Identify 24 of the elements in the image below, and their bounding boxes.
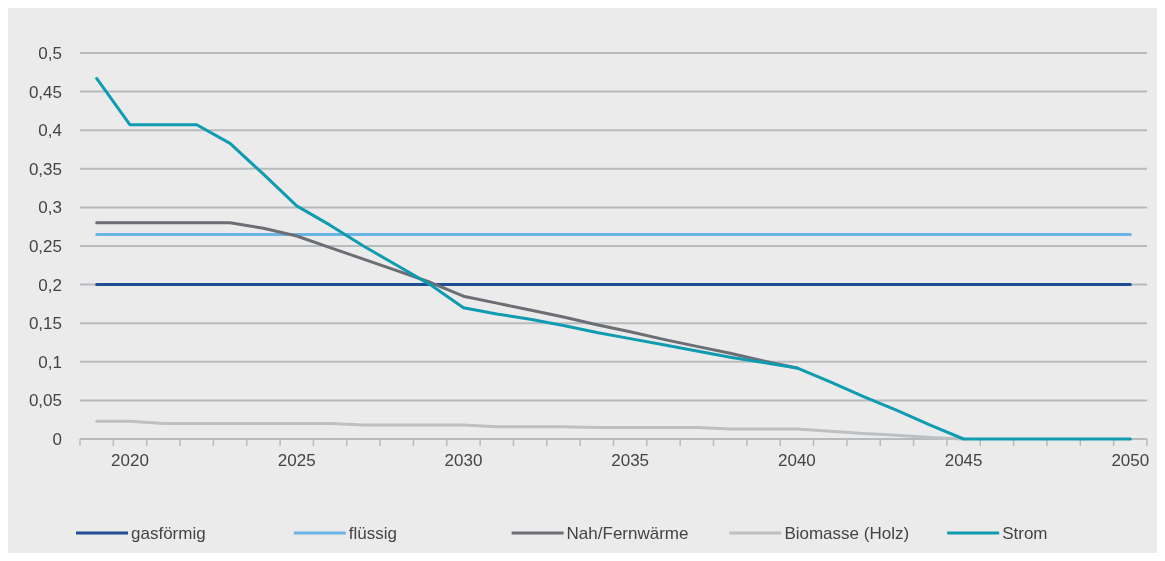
- x-tick-label: 2045: [944, 451, 983, 470]
- legend-label: gasförmig: [131, 524, 206, 543]
- y-tick-label: 0,4: [38, 121, 62, 141]
- y-tick-label: 0,1: [38, 352, 62, 372]
- x-tick-label: 2025: [277, 451, 316, 470]
- x-tick-label: 2050: [1111, 451, 1150, 470]
- legend-label: Strom: [1002, 524, 1048, 543]
- legend-label: Nah/Fernwärme: [566, 524, 689, 543]
- y-tick-label: 0: [52, 430, 62, 449]
- y-tick-label: 0,3: [38, 198, 62, 218]
- y-tick-label: 0,25: [28, 237, 62, 256]
- x-tick-label: 2040: [777, 451, 816, 470]
- legend-label: Biomasse (Holz): [784, 524, 910, 543]
- x-tick-label: 2030: [444, 451, 483, 470]
- x-tick-label: 2035: [611, 451, 650, 470]
- y-tick-label: 0,2: [38, 275, 62, 295]
- x-tick-label: 2020: [111, 451, 149, 470]
- y-tick-label: 0,15: [28, 314, 62, 334]
- legend-label: flüssig: [348, 524, 397, 543]
- y-tick-label: 0,05: [28, 391, 62, 411]
- y-tick-label: 0,45: [28, 82, 62, 102]
- y-tick-label: 0,5: [38, 44, 62, 63]
- line-series: [95, 76, 1132, 441]
- y-tick-label: 0,35: [28, 159, 62, 179]
